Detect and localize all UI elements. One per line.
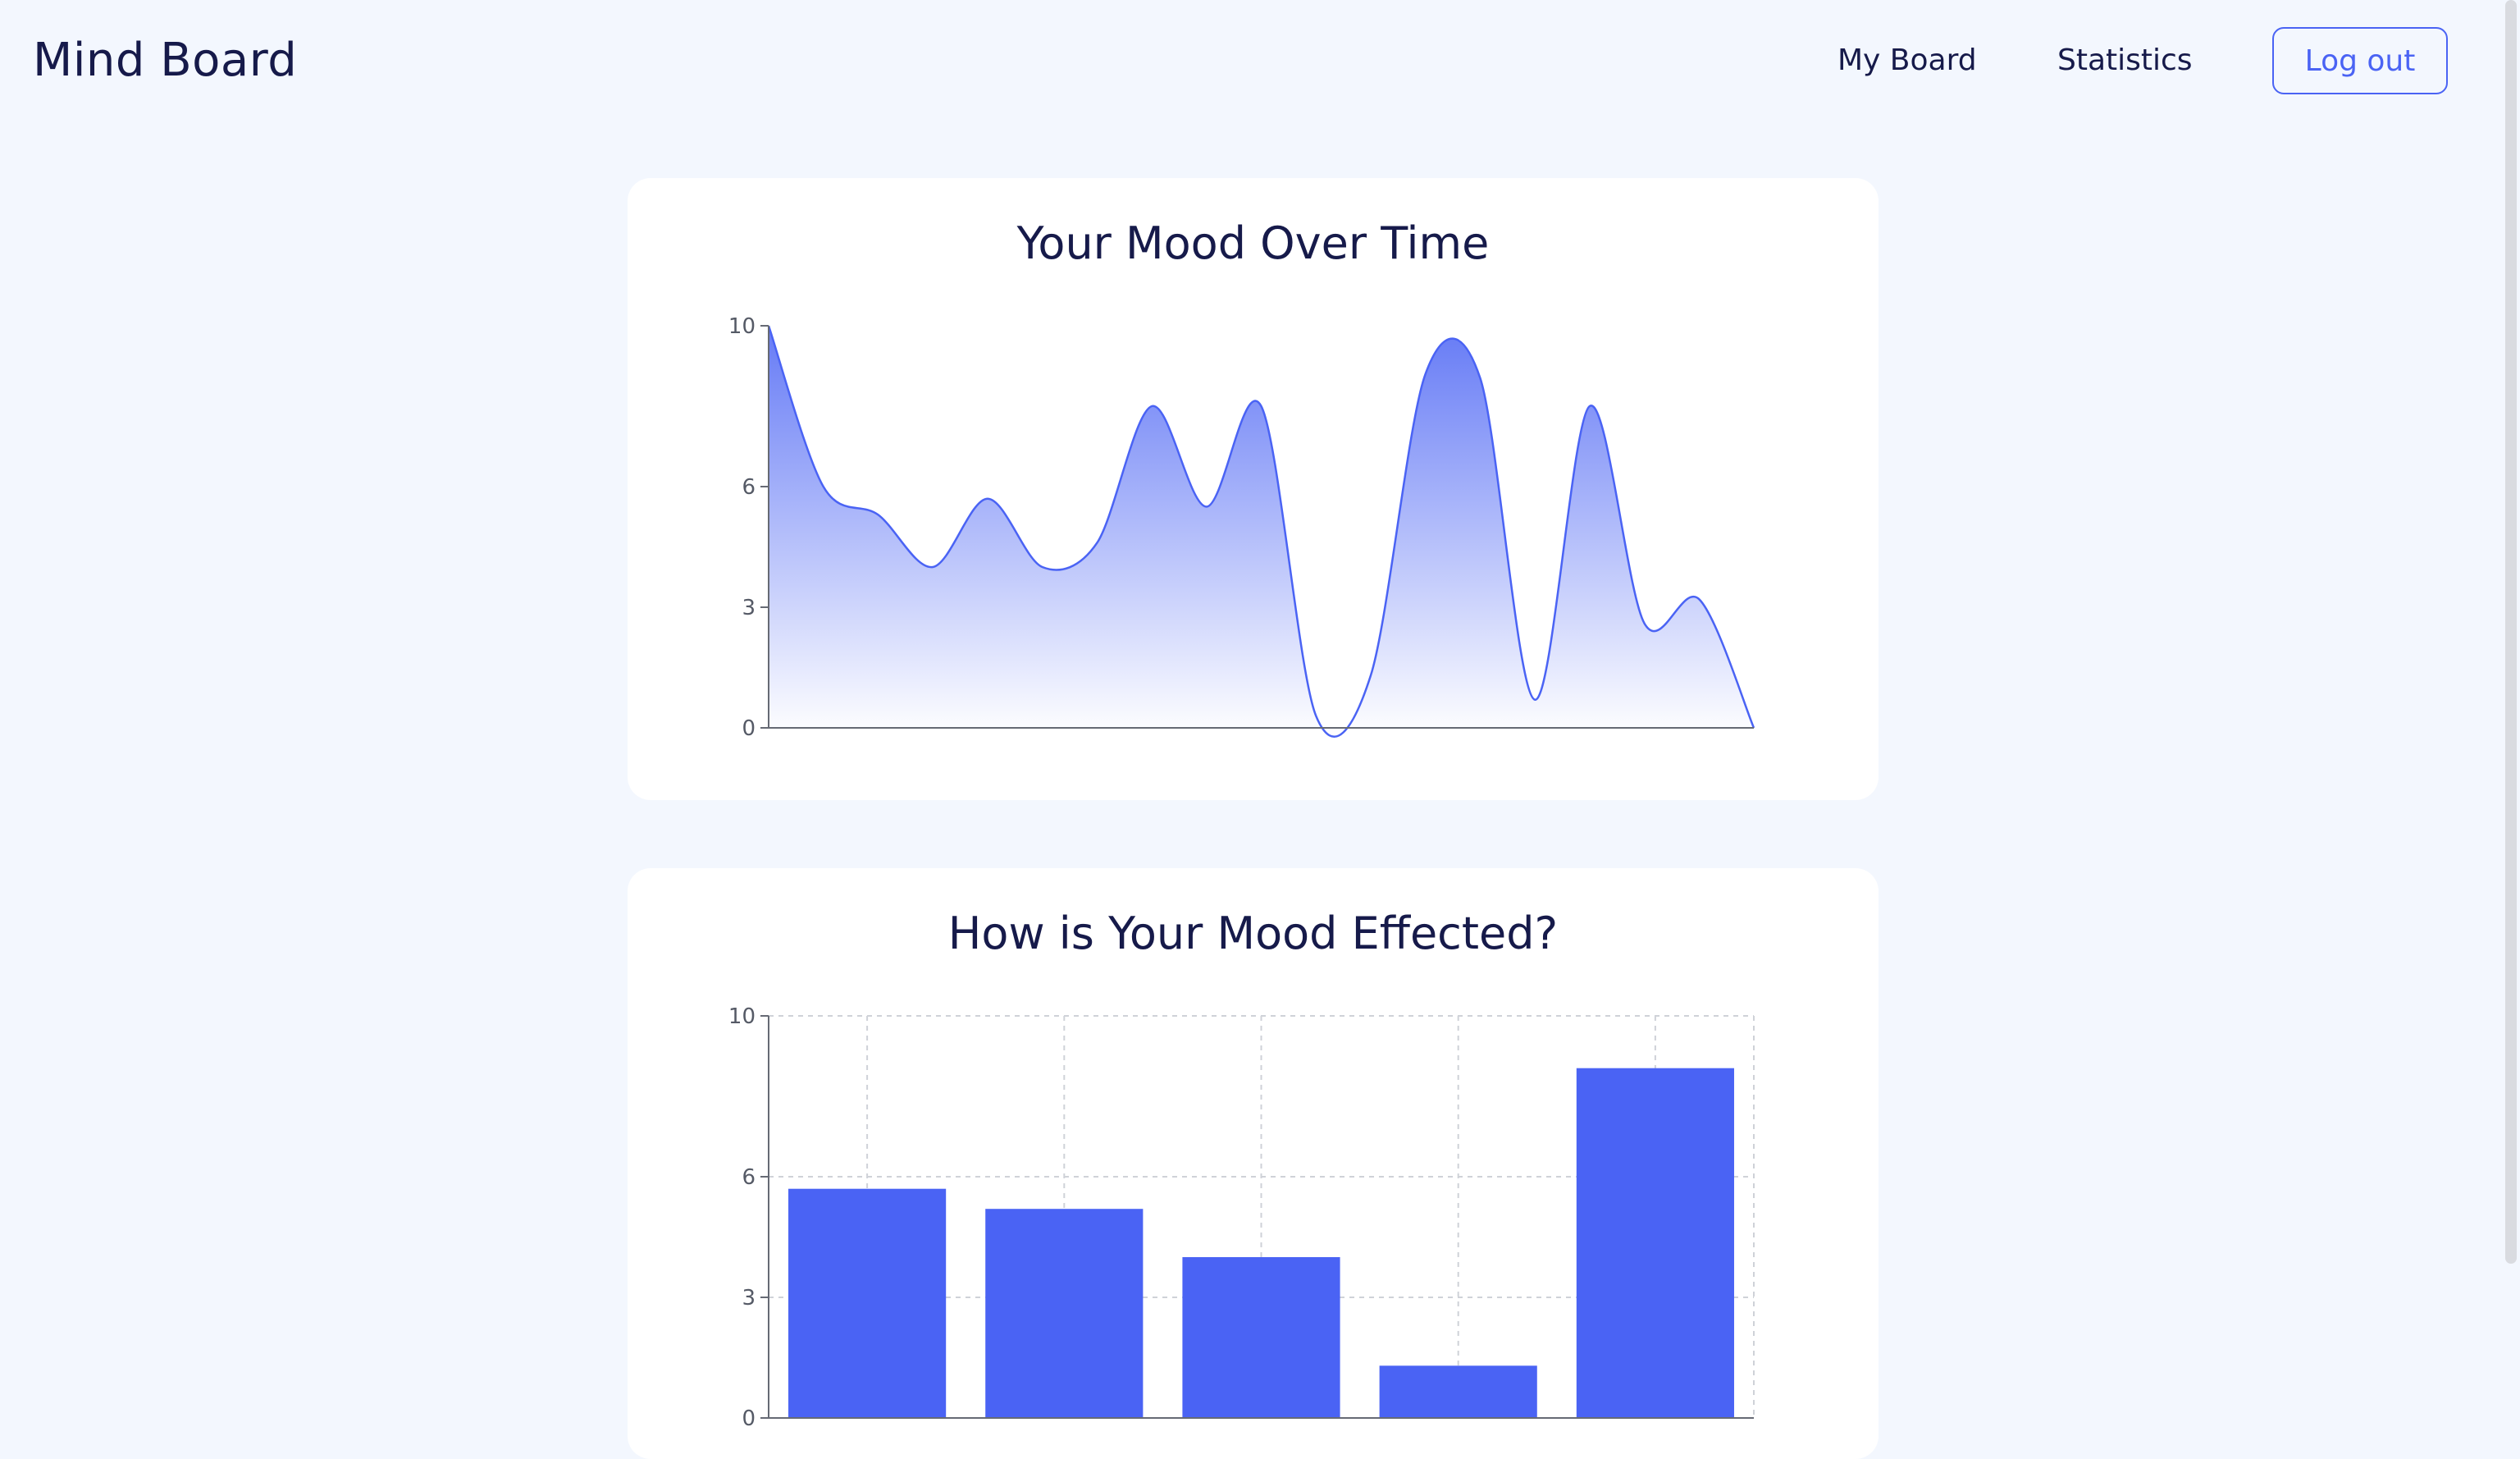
bar-0[interactable]	[788, 1188, 947, 1418]
y-tick-label: 3	[742, 1286, 756, 1310]
mood-point-17[interactable]	[1697, 597, 1701, 601]
mood-point-3[interactable]	[931, 565, 934, 569]
mood-series-line	[767, 325, 1755, 738]
mood-area-fill	[769, 326, 1754, 737]
y-tick-label: 0	[742, 1406, 756, 1431]
mood-point-12[interactable]	[1424, 373, 1427, 376]
y-tick-label: 6	[742, 1165, 756, 1190]
mood-over-time-chart: 0 3 6 10	[728, 314, 1755, 741]
mood-point-16[interactable]	[1643, 622, 1646, 625]
mood-point-8[interactable]	[1205, 505, 1208, 509]
y-tick-label: 10	[728, 314, 756, 339]
mood-point-10[interactable]	[1314, 714, 1317, 717]
mood-point-5[interactable]	[1041, 565, 1044, 569]
y-tick-label: 3	[742, 596, 756, 620]
mood-point-2[interactable]	[876, 513, 879, 516]
mood-point-14[interactable]	[1533, 698, 1536, 702]
y-tick-label: 0	[742, 716, 756, 741]
nav-statistics[interactable]: Statistics	[2057, 43, 2193, 77]
y-tick-label: 10	[728, 1004, 756, 1029]
y-tick-label: 6	[742, 475, 756, 500]
nav-my-board[interactable]: My Board	[1838, 43, 1977, 77]
bar-3[interactable]	[1379, 1365, 1537, 1418]
mood-effected-card: How is Your Mood Effected? 0 3 6 10	[628, 868, 1879, 1459]
mood-point-7[interactable]	[1150, 405, 1153, 408]
page-scrollbar[interactable]	[2502, 0, 2520, 1418]
mood-over-time-title: Your Mood Over Time	[1016, 217, 1490, 269]
mood-effected-chart: 0 3 6 10	[728, 1004, 1755, 1431]
bar-4[interactable]	[1576, 1068, 1734, 1418]
mood-point-15[interactable]	[1588, 405, 1591, 408]
mood-point-9[interactable]	[1260, 405, 1263, 408]
mood-point-13[interactable]	[1478, 377, 1481, 380]
mood-point-6[interactable]	[1095, 542, 1098, 545]
mood-over-time-card: Your Mood Over Time 0 3 6 10	[628, 178, 1879, 800]
logout-button[interactable]: Log out	[2272, 27, 2448, 94]
scrollbar-thumb[interactable]	[2505, 0, 2517, 1264]
mood-point-4[interactable]	[986, 497, 989, 501]
bar-1[interactable]	[985, 1209, 1144, 1418]
mood-effected-title: How is Your Mood Effected?	[947, 908, 1559, 959]
mood-point-1[interactable]	[822, 485, 825, 488]
app-title[interactable]: Mind Board	[33, 34, 298, 87]
bar-2[interactable]	[1182, 1257, 1340, 1418]
mood-point-11[interactable]	[1369, 674, 1372, 677]
